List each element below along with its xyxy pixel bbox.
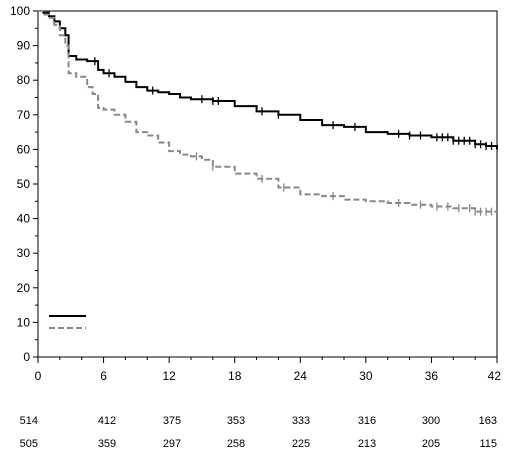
y-tick-label: 100: [10, 4, 30, 18]
risk-count: 225: [292, 438, 310, 450]
risk-count: 353: [227, 415, 245, 427]
x-tick-label: 36: [425, 369, 439, 383]
x-tick-label: 6: [100, 369, 107, 383]
risk-count: 258: [227, 438, 245, 450]
y-tick-label: 90: [17, 39, 31, 53]
risk-count: 316: [358, 415, 376, 427]
x-tick-label: 30: [359, 369, 373, 383]
y-tick-label: 50: [17, 177, 31, 191]
plot-border: [37, 10, 498, 358]
series-lines: [38, 10, 498, 216]
y-tick-label: 80: [17, 73, 31, 87]
risk-count: 115: [479, 438, 497, 450]
risk-count: 333: [292, 415, 310, 427]
number-at-risk-table: 514 412 375 353 333 316 300 163 505 359 297 258 225 2…: [20, 415, 497, 450]
x-axis: 0 6 12 18 24 30 36 42: [35, 357, 502, 383]
x-tick-label: 12: [162, 369, 176, 383]
y-tick-label: 0: [23, 350, 30, 364]
x-tick-label: 0: [35, 369, 42, 383]
risk-count: 412: [98, 415, 116, 427]
risk-count: 375: [163, 415, 181, 427]
risk-count: 359: [98, 438, 116, 450]
y-tick-label: 40: [17, 212, 31, 226]
x-tick-label: 18: [228, 369, 242, 383]
y-axis: 0 10 20 30 40 50 60 70 80 90 100: [10, 4, 38, 364]
y-tick-label: 60: [17, 142, 31, 156]
censor-marks: [94, 57, 493, 216]
x-tick-label: 24: [294, 369, 308, 383]
risk-count: 505: [20, 438, 38, 450]
risk-count: 514: [20, 415, 38, 427]
y-tick-label: 20: [17, 281, 31, 295]
survival-curve-1: [38, 10, 498, 150]
y-tick-label: 10: [17, 315, 31, 329]
plot-frame: [37, 10, 498, 358]
risk-count: 163: [479, 415, 497, 427]
risk-count: 213: [358, 438, 376, 450]
y-tick-label: 30: [17, 246, 31, 260]
risk-count: 205: [422, 438, 440, 450]
y-tick-label: 70: [17, 108, 31, 122]
x-tick-label: 42: [488, 369, 502, 383]
risk-count: 297: [163, 438, 181, 450]
risk-count: 300: [422, 415, 440, 427]
legend: [49, 315, 86, 329]
survival-curve-2: [38, 10, 498, 216]
